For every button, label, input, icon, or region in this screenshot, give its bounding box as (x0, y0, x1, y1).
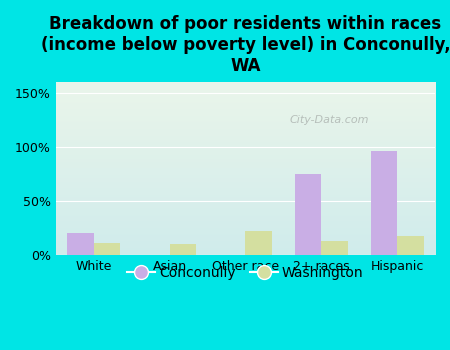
Bar (94, 243, 120, 255)
Bar (370, 151, 397, 255)
Bar (245, 231, 272, 255)
Text: City-Data.com: City-Data.com (289, 115, 369, 125)
Bar (67, 233, 94, 255)
Bar (397, 236, 423, 255)
Title: Breakdown of poor residents within races
(income below poverty level) in Conconu: Breakdown of poor residents within races… (40, 15, 450, 75)
Bar (170, 244, 196, 255)
Bar (295, 174, 321, 255)
Legend: Conconully, Washington: Conconully, Washington (122, 261, 369, 286)
Bar (321, 240, 348, 255)
